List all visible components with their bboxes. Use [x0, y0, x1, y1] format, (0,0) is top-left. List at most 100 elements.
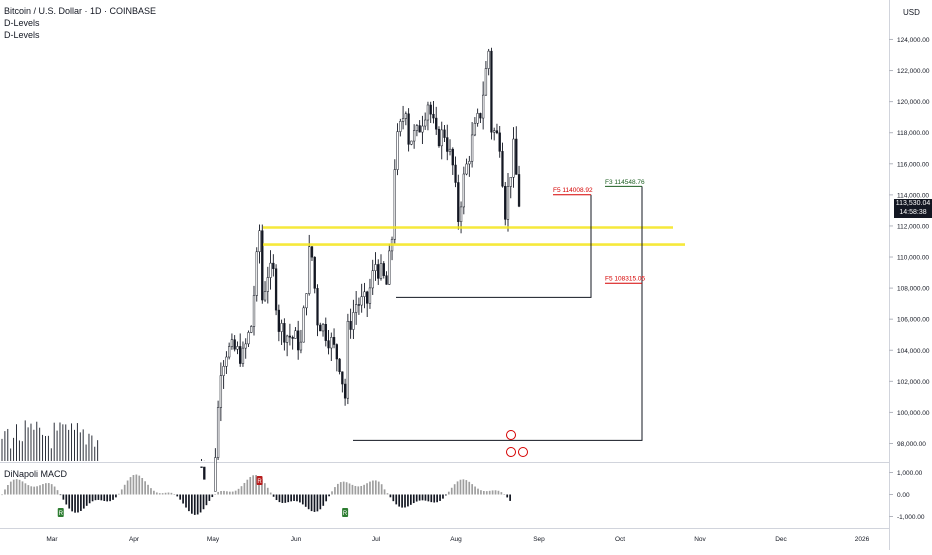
candle-body [219, 375, 223, 408]
macd-histogram-bar [307, 494, 310, 510]
macd-histogram-bar [299, 494, 301, 503]
macd-histogram-bar [220, 490, 222, 495]
time-axis-label[interactable]: Nov [694, 536, 706, 543]
currency-label[interactable]: USD [903, 8, 920, 17]
candle-body [247, 332, 250, 345]
macd-histogram-bar [284, 494, 287, 503]
time-axis-label[interactable]: 2026 [855, 536, 870, 543]
candle-body [435, 117, 438, 130]
macd-histogram-bar [509, 494, 511, 501]
macd-histogram-bar [301, 494, 304, 505]
candle-body [509, 176, 512, 187]
macd-histogram-bar [100, 494, 103, 501]
candle-body [216, 407, 220, 458]
event-flag-us-icon[interactable] [506, 447, 516, 457]
candle-body [291, 336, 294, 339]
candle-body [252, 295, 256, 327]
target-box-upper[interactable] [396, 194, 592, 298]
candle-body [269, 262, 272, 278]
time-axis-label[interactable]: Jul [372, 536, 381, 543]
macd-signal-marker[interactable] [342, 508, 349, 517]
candle-body [321, 324, 325, 332]
macd-histogram-bar [120, 489, 123, 495]
time-axis-label[interactable]: Mar [46, 536, 58, 543]
macd-signal-marker[interactable] [256, 476, 263, 485]
target-label-f5-upper[interactable]: F5 114008.92 [553, 187, 593, 194]
candle-body [479, 113, 482, 119]
indicator-label-d-levels-2[interactable]: D-Levels [4, 30, 40, 40]
target-box-lower[interactable] [353, 186, 643, 441]
candle-body [341, 371, 344, 385]
macd-histogram-bar [477, 488, 479, 495]
indicator-label-d-levels-1[interactable]: D-Levels [4, 18, 40, 28]
candle-body [476, 113, 479, 124]
candle-body [263, 291, 267, 301]
last-price-tag: 113,530.04 [894, 199, 932, 209]
price-tick-label: 110,000.00 [897, 255, 929, 262]
macd-histogram-bar [77, 494, 79, 513]
candle-body [305, 293, 308, 309]
macd-histogram-bar [53, 486, 56, 495]
macd-signal-label: R [343, 511, 348, 517]
candle-body [377, 264, 380, 279]
candle-body [244, 343, 247, 349]
event-flag-us-icon[interactable] [518, 447, 528, 457]
macd-histogram-bar [24, 483, 27, 495]
macd-signal-marker[interactable] [57, 508, 64, 517]
candle-body [277, 309, 280, 332]
candle-body [302, 307, 305, 343]
candle-body [490, 50, 493, 133]
macd-histogram-bar [255, 475, 257, 495]
target-label-f5-lower[interactable]: F5 108315.05 [605, 276, 646, 283]
macd-histogram-bar [436, 494, 438, 503]
macd-histogram-bar [33, 486, 36, 495]
time-axis-label[interactable]: Jun [291, 536, 302, 543]
macd-tick-label: -1,000.00 [897, 514, 925, 521]
macd-pane-title[interactable]: DiNapoli MACD [4, 469, 68, 479]
time-axis-label[interactable]: Dec [775, 536, 787, 543]
price-tick-label: 106,000.00 [897, 317, 930, 324]
price-tick-label: 122,000.00 [897, 68, 930, 75]
macd-histogram-bar [208, 494, 211, 501]
macd-histogram-bar [176, 494, 179, 497]
macd-histogram-bar [389, 494, 392, 498]
macd-histogram-bar [363, 484, 365, 495]
macd-histogram-bar [488, 490, 491, 495]
macd-histogram-bar [264, 483, 266, 495]
macd-histogram-bar [415, 494, 418, 502]
macd-histogram-bar [453, 484, 456, 495]
macd-histogram-bar [47, 483, 50, 495]
macd-histogram-bar [91, 494, 94, 502]
macd-histogram-bar [185, 494, 187, 508]
macd-histogram-bar [296, 494, 298, 502]
macd-histogram-bar [153, 490, 155, 495]
candle-body [506, 186, 510, 220]
time-axis-label[interactable]: Oct [615, 536, 625, 543]
macd-histogram-bar [231, 491, 234, 495]
macd-histogram-bar [68, 494, 71, 509]
candle-body [429, 104, 432, 115]
candle-body [299, 341, 303, 351]
macd-histogram-bar [462, 479, 465, 495]
time-axis-label[interactable]: Apr [129, 536, 140, 543]
price-tick-label: 112,000.00 [897, 223, 929, 230]
macd-histogram-bar [266, 487, 269, 495]
candle-body [228, 346, 231, 358]
macd-histogram-bar [191, 494, 193, 514]
macd-histogram-bar [421, 494, 424, 501]
event-lightning-icon[interactable] [506, 430, 516, 440]
time-axis-label[interactable]: Aug [450, 536, 462, 543]
price-tick-label: 124,000.00 [897, 37, 930, 44]
macd-histogram-bar [474, 486, 476, 495]
macd-histogram-bar [278, 494, 281, 503]
macd-histogram-bar [158, 493, 161, 495]
time-axis-label[interactable]: Sep [533, 536, 545, 543]
price-tick-label: 120,000.00 [897, 99, 930, 106]
target-label-f3[interactable]: F3 114548.76 [605, 179, 645, 186]
candle-body [410, 140, 413, 145]
candle-body [266, 277, 269, 292]
candle-body [393, 169, 396, 240]
time-axis-label[interactable]: May [207, 536, 220, 543]
